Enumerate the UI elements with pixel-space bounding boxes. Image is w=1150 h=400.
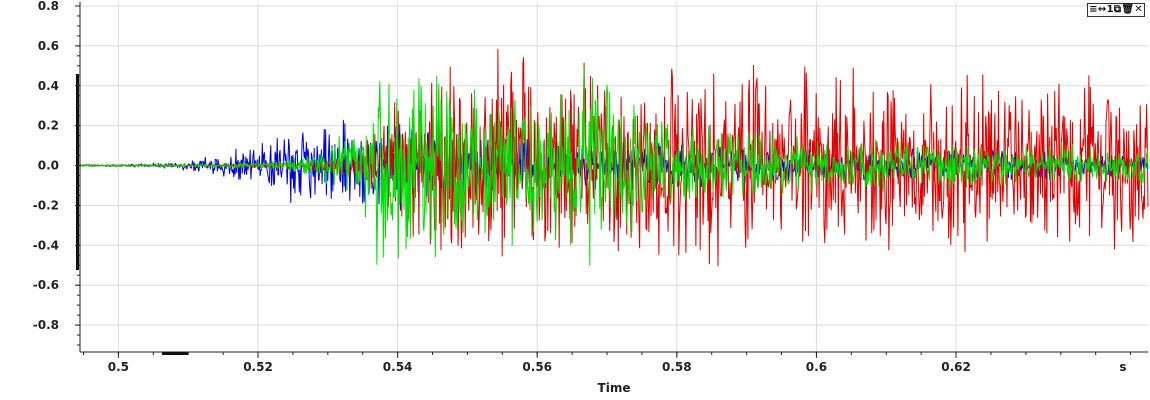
x-unit-label: s <box>1119 360 1126 374</box>
y-tick-label: -0.4 <box>33 238 59 252</box>
y-scrollbar-handle[interactable] <box>76 74 79 270</box>
series-line-3 <box>79 67 1149 266</box>
y-tick-label: 0.4 <box>38 79 59 93</box>
copy-icon[interactable]: ⧉ <box>1113 4 1122 15</box>
x-tick-label: 0.52 <box>243 360 273 374</box>
y-tick-label: 0.0 <box>38 159 59 173</box>
x-axis-title: Time <box>598 381 631 395</box>
x-tick-label: 0.6 <box>806 360 827 374</box>
y-ticks: -0.8 -0.6 -0.4 -0.2 0.0 0.2 0.4 0.6 0.8 <box>33 0 80 346</box>
x-ticks: 0.5 0.52 0.54 0.56 0.58 0.6 0.62 <box>82 352 1132 374</box>
x-tick-label: 0.54 <box>383 360 413 374</box>
y-tick-label: 0.2 <box>38 119 59 133</box>
y-tick-label: 0.6 <box>38 39 59 53</box>
delete-icon[interactable]: 🗑 <box>1121 4 1135 15</box>
count-label[interactable]: 1 <box>1106 4 1114 15</box>
x-tick-label: 0.62 <box>941 360 971 374</box>
x-tick-label: 0.56 <box>522 360 552 374</box>
y-tick-label: -0.6 <box>33 278 59 292</box>
menu-icon[interactable]: ≡ <box>1089 4 1098 15</box>
close-icon[interactable]: ✕ <box>1134 4 1143 15</box>
y-tick-label: 0.8 <box>38 0 59 13</box>
x-scrollbar-handle[interactable] <box>162 352 188 355</box>
pan-icon[interactable]: ↔ <box>1097 4 1107 15</box>
series-layer <box>79 48 1149 267</box>
plot-toolbar: ≡ ↔ 1 ⧉ 🗑 ✕ <box>1087 3 1145 17</box>
y-tick-label: -0.8 <box>33 318 59 332</box>
y-tick-label: -0.2 <box>33 198 59 212</box>
x-tick-label: 0.5 <box>108 360 129 374</box>
x-tick-label: 0.58 <box>662 360 692 374</box>
